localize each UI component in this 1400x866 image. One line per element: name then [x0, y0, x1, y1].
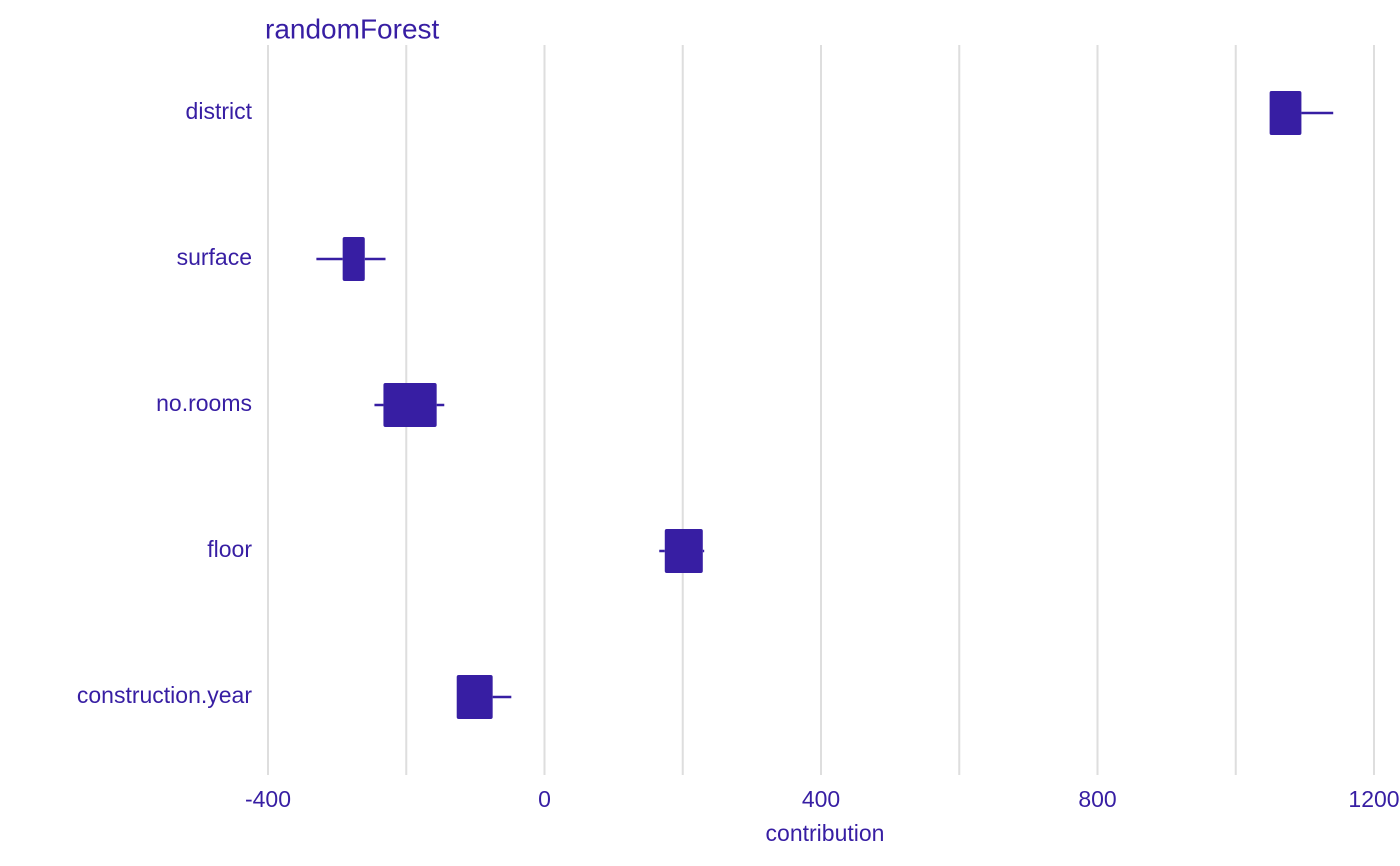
- y-tick-label: surface: [177, 244, 252, 270]
- x-tick-label: 1200: [1348, 786, 1399, 812]
- y-tick-label: no.rooms: [156, 390, 252, 416]
- y-tick-label: construction.year: [77, 682, 252, 708]
- x-tick-label: 800: [1078, 786, 1116, 812]
- y-tick-label: district: [186, 98, 253, 124]
- x-tick-label: -400: [245, 786, 291, 812]
- y-tick-label: floor: [207, 536, 252, 562]
- x-tick-label: 0: [538, 786, 551, 812]
- x-axis-label: contribution: [766, 820, 885, 846]
- x-tick-label: 400: [802, 786, 840, 812]
- box: [456, 675, 493, 719]
- box: [664, 529, 703, 573]
- box: [1269, 91, 1302, 135]
- box: [342, 237, 365, 281]
- box: [383, 383, 437, 427]
- chart-title: randomForest: [265, 13, 440, 44]
